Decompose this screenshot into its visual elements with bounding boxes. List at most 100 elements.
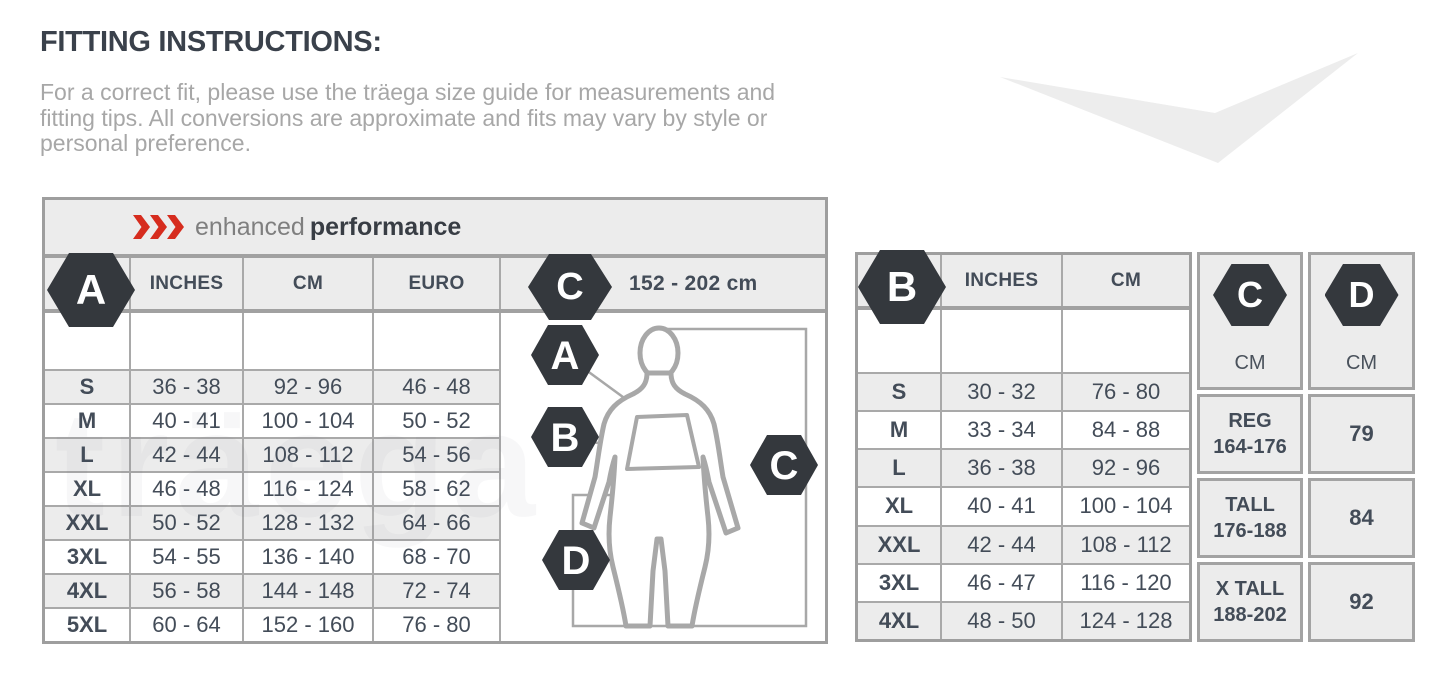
- inches-value: 40 - 41: [942, 488, 1063, 525]
- size-label: XL: [45, 473, 131, 505]
- size-label: L: [858, 450, 942, 487]
- figure-b-badge: B: [531, 407, 599, 467]
- left-table-rows: S 36 - 38 92 - 96 46 - 48 M 40 - 41 100 …: [45, 313, 501, 641]
- page-title: FITTING INSTRUCTIONS:: [40, 26, 382, 58]
- inches-value: 48 - 50: [942, 602, 1063, 639]
- measure-b-badge: B: [858, 250, 946, 324]
- unit-label: CM: [1345, 352, 1378, 374]
- height-name: REG: [1228, 410, 1272, 432]
- inches-value: 42 - 44: [942, 526, 1063, 563]
- cm-value: 124 - 128: [1079, 607, 1173, 633]
- jacket-size-table: enhanced performance INCHES CM EURO 152 …: [42, 197, 828, 644]
- table-row: S 30 - 32 76 - 80: [858, 372, 1189, 411]
- euro-value: 54 - 56: [374, 439, 501, 471]
- size-label: 4XL: [858, 602, 942, 639]
- inches-value: 40 - 41: [131, 405, 244, 437]
- table-row: 4XL 48 - 50 124 - 128: [858, 600, 1189, 639]
- table-row: XL 40 - 41 100 - 104: [858, 486, 1189, 525]
- table-row: S 36 - 38 92 - 96 46 - 48: [45, 369, 501, 403]
- left-table-body: S 36 - 38 92 - 96 46 - 48 M 40 - 41 100 …: [45, 313, 825, 641]
- measure-d-letter: D: [1348, 274, 1375, 315]
- spacer-row: [45, 313, 501, 369]
- cm-value: 116 - 124: [244, 473, 374, 505]
- height-range-label: 152 - 202 cm: [629, 271, 758, 295]
- table-row: L 42 - 44 108 - 112 54 - 56: [45, 437, 501, 471]
- body-figure-graphic: A B C D: [531, 325, 818, 629]
- size-label: 4XL: [45, 575, 131, 607]
- brand-checkmark-graphic: [1000, 53, 1358, 163]
- brand-title-row: enhanced performance: [45, 200, 825, 258]
- inches-value: 60 - 64: [131, 609, 244, 641]
- inches-value: 46 - 47: [942, 564, 1063, 601]
- height-range: 176-188: [1213, 520, 1287, 542]
- height-reg-cell: REG 164-176: [1197, 394, 1303, 474]
- cm-value: 128 - 132: [244, 507, 374, 539]
- chest-size-section: INCHES CM B S 30 - 32 76 - 80 M 33 - 34 …: [855, 250, 1415, 642]
- height-column: C CM REG 164-176 TALL 176-188 X TALL 188…: [1197, 252, 1303, 642]
- inches-value: 36 - 38: [131, 371, 244, 403]
- cm-value: 108 - 112: [244, 439, 374, 471]
- inseam-value-cell: 79: [1308, 394, 1415, 474]
- euro-value: 58 - 62: [374, 473, 501, 505]
- height-range-header: 152 - 202 cm: [501, 258, 825, 309]
- inseam-value: 79: [1349, 421, 1374, 446]
- size-label: S: [858, 374, 942, 411]
- euro-value: 50 - 52: [374, 405, 501, 437]
- euro-header: EURO: [374, 258, 501, 309]
- chest-size-table: INCHES CM B S 30 - 32 76 - 80 M 33 - 34 …: [855, 250, 1192, 642]
- right-table-header-row: INCHES CM B: [858, 250, 1189, 324]
- euro-value: 46 - 48: [374, 371, 501, 403]
- height-range: 188-202: [1213, 604, 1287, 626]
- height-column-header: C CM: [1197, 252, 1303, 390]
- measure-b-letter: B: [886, 263, 918, 310]
- figure-b-letter: B: [551, 416, 580, 460]
- left-table-header-row: INCHES CM EURO 152 - 202 cm A C: [45, 253, 825, 327]
- inches-value: 46 - 48: [131, 473, 244, 505]
- table-row: L 36 - 38 92 - 96: [858, 448, 1189, 487]
- euro-value: 76 - 80: [374, 609, 501, 641]
- euro-value: 64 - 66: [374, 507, 501, 539]
- height-xtall-cell: X TALL 188-202: [1197, 562, 1303, 642]
- table-row: XXL 50 - 52 128 - 132 64 - 66: [45, 505, 501, 539]
- table-row: 5XL 60 - 64 152 - 160 76 - 80: [45, 607, 501, 641]
- measure-a-badge: A: [47, 253, 135, 327]
- figure-c-badge: C: [750, 435, 818, 495]
- height-range: 164-176: [1213, 436, 1287, 458]
- measure-d-badge: D: [1324, 264, 1399, 326]
- size-label: 5XL: [45, 609, 131, 641]
- inches-value: 42 - 44: [131, 439, 244, 471]
- cm-value: 144 - 148: [244, 575, 374, 607]
- cm-value: 152 - 160: [244, 609, 374, 641]
- cm-header: CM: [1110, 269, 1142, 291]
- inches-header: INCHES: [942, 255, 1063, 306]
- size-label: XXL: [45, 507, 131, 539]
- height-tall-cell: TALL 176-188: [1197, 478, 1303, 558]
- inseam-value: 92: [1349, 589, 1374, 614]
- euro-value: 68 - 70: [374, 541, 501, 573]
- cm-value: 84 - 88: [1091, 417, 1161, 443]
- cm-value: 136 - 140: [244, 541, 374, 573]
- table-row: M 40 - 41 100 - 104 50 - 52: [45, 403, 501, 437]
- measure-c-badge: C: [528, 254, 612, 320]
- inches-value: 33 - 34: [942, 412, 1063, 449]
- brand-name-bold: performance: [309, 212, 462, 241]
- size-label: 3XL: [858, 564, 942, 601]
- figure-c-letter: C: [770, 444, 799, 488]
- brand-name-light: enhanced: [195, 212, 305, 241]
- measure-c-letter: C: [556, 265, 584, 308]
- figure-d-badge: D: [542, 530, 610, 590]
- inches-value: 36 - 38: [942, 450, 1063, 487]
- size-label: M: [45, 405, 131, 437]
- inches-value: 50 - 52: [131, 507, 244, 539]
- cm-value: 108 - 112: [1080, 531, 1172, 557]
- size-label: 3XL: [45, 541, 131, 573]
- inseam-column: D CM 79 84 92: [1308, 252, 1415, 642]
- unit-label: CM: [1234, 352, 1266, 374]
- figure-a-letter: A: [551, 334, 580, 378]
- table-row: 3XL 46 - 47 116 - 120: [858, 562, 1189, 601]
- size-label: M: [858, 412, 942, 449]
- cm-value: 100 - 104: [1079, 493, 1173, 519]
- table-row: XL 46 - 48 116 - 124 58 - 62: [45, 471, 501, 505]
- euro-value: 72 - 74: [374, 575, 501, 607]
